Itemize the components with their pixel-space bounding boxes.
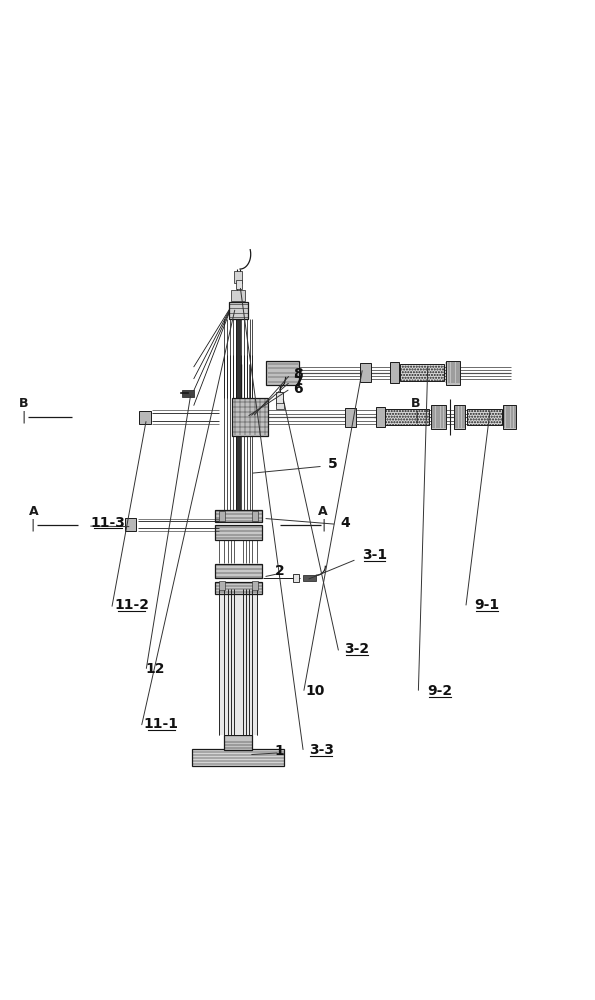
Bar [431, 405, 446, 429]
Text: 11-3: 11-3 [90, 516, 126, 530]
Bar [219, 581, 225, 590]
Bar [192, 749, 284, 766]
Text: |: | [322, 518, 326, 531]
Text: 3-3: 3-3 [309, 743, 334, 757]
Bar [466, 409, 502, 425]
Text: 2: 2 [275, 564, 284, 578]
Bar [400, 364, 444, 381]
Text: A: A [29, 505, 38, 518]
Text: B: B [411, 397, 421, 410]
Bar [252, 581, 258, 590]
Bar [219, 511, 225, 521]
Bar [219, 589, 258, 735]
Text: |: | [415, 411, 419, 424]
Text: 1: 1 [275, 744, 284, 758]
Text: 7: 7 [293, 375, 302, 389]
Text: 9-2: 9-2 [427, 684, 452, 698]
Bar [234, 271, 242, 283]
Text: 3-2: 3-2 [344, 642, 369, 656]
Bar [233, 398, 268, 436]
Text: 5: 5 [328, 457, 338, 471]
Bar [139, 411, 151, 424]
Bar [303, 575, 316, 581]
Bar [453, 405, 465, 429]
Bar [361, 363, 371, 382]
Text: 9-1: 9-1 [474, 598, 500, 612]
Bar [385, 409, 429, 425]
Text: 11-2: 11-2 [114, 598, 149, 612]
Text: 11-1: 11-1 [144, 717, 178, 731]
Text: 10: 10 [306, 684, 325, 698]
Bar [293, 574, 299, 582]
Bar [231, 290, 245, 301]
Bar [236, 319, 240, 398]
Bar [267, 361, 299, 385]
Text: 8: 8 [293, 367, 302, 381]
Text: |: | [30, 518, 35, 531]
Text: B: B [19, 397, 29, 410]
Text: |: | [21, 411, 26, 424]
Bar [215, 582, 262, 594]
Bar [346, 408, 356, 427]
Bar [390, 362, 399, 383]
Text: 4: 4 [340, 516, 350, 530]
Bar [446, 361, 461, 385]
Text: 6: 6 [293, 382, 302, 396]
Bar [124, 518, 136, 531]
Bar [224, 735, 252, 750]
Bar [236, 355, 240, 510]
Text: 3-1: 3-1 [362, 548, 387, 562]
Bar [252, 511, 258, 521]
Bar [182, 390, 194, 397]
Bar [215, 525, 262, 540]
Bar [215, 510, 262, 522]
Bar [503, 405, 516, 429]
Bar [276, 403, 284, 409]
Bar [375, 407, 384, 427]
Bar [229, 302, 248, 319]
Text: A: A [318, 505, 328, 518]
Text: 12: 12 [146, 662, 165, 676]
Bar [276, 392, 283, 405]
Bar [215, 564, 262, 578]
Bar [236, 280, 242, 289]
